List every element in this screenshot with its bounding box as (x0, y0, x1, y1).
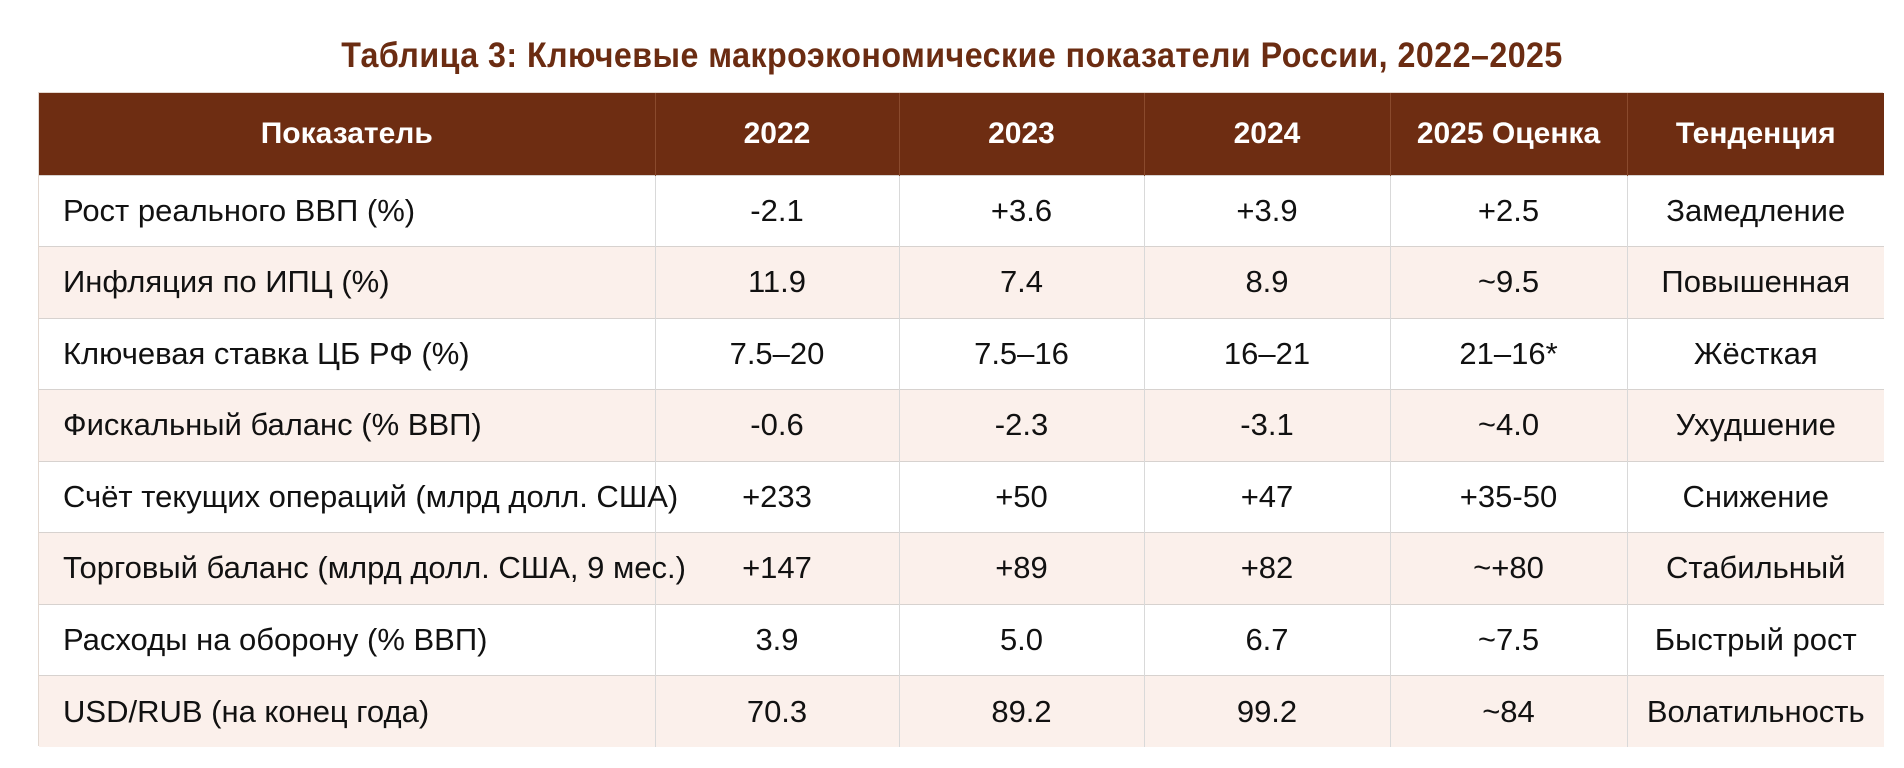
table-title: Таблица 3: Ключевые макроэкономические п… (341, 36, 1563, 75)
cell-2023: +89 (898, 532, 1144, 604)
macro-indicators-table: Показатель 2022 2023 2024 2025 Оценка Те… (38, 92, 1884, 747)
cell-2023: 5.0 (898, 603, 1144, 676)
cell-2024: 16–21 (1143, 317, 1390, 390)
cell-2025: 21–16* (1389, 317, 1627, 390)
row-indicator: USD/RUB (на конец года) (39, 675, 655, 747)
header-indicator: Показатель (260, 116, 433, 150)
table-header-row: Показатель 2022 2023 2024 2025 Оценка Те… (39, 93, 1884, 175)
cell-2023: 89.2 (898, 675, 1144, 747)
row-indicator: Расходы на оборону (% ВВП) (39, 603, 655, 676)
cell-2025: +35-50 (1389, 460, 1627, 533)
header-2024: 2024 (1143, 93, 1390, 175)
cell-2022: 3.9 (654, 603, 899, 676)
cell-2025: ~+80 (1389, 532, 1627, 604)
cell-trend: Повышенная (1626, 246, 1884, 318)
cell-2024: +3.9 (1143, 174, 1390, 247)
table-row: Инфляция по ИПЦ (%) 11.9 7.4 8.9 ~9.5 По… (39, 246, 1884, 318)
cell-2023: -2.3 (898, 389, 1144, 461)
table-row: Ключевая ставка ЦБ РФ (%) 7.5–20 7.5–16 … (39, 317, 1884, 390)
cell-2023: 7.4 (898, 246, 1144, 318)
cell-2024: +47 (1143, 460, 1390, 533)
header-2023: 2023 (898, 93, 1144, 175)
table-row: Фискальный баланс (% ВВП) -0.6 -2.3 -3.1… (39, 389, 1884, 461)
cell-2023: +50 (898, 460, 1144, 533)
cell-trend: Быстрый рост (1626, 603, 1884, 676)
cell-trend: Волатильность (1626, 675, 1884, 747)
cell-2024: +82 (1143, 532, 1390, 604)
cell-trend: Стабильный (1626, 532, 1884, 604)
cell-2024: 99.2 (1143, 675, 1390, 747)
header-2022: 2022 (654, 93, 899, 175)
row-indicator: Торговый баланс (млрд долл. США, 9 мес.) (39, 532, 686, 604)
cell-2023: +3.6 (898, 174, 1144, 247)
table-row: USD/RUB (на конец года) 70.3 89.2 99.2 ~… (39, 675, 1884, 747)
cell-2022: -0.6 (654, 389, 899, 461)
cell-2023: 7.5–16 (898, 317, 1144, 390)
cell-2025: +2.5 (1389, 174, 1627, 247)
table-row: Рост реального ВВП (%) -2.1 +3.6 +3.9 +2… (39, 174, 1884, 247)
row-indicator: Рост реального ВВП (%) (39, 174, 655, 247)
cell-2025: ~9.5 (1389, 246, 1627, 318)
cell-2025: ~4.0 (1389, 389, 1627, 461)
cell-trend: Снижение (1626, 460, 1884, 533)
header-2025-estimate: 2025 Оценка (1389, 93, 1627, 175)
row-indicator: Счёт текущих операций (млрд долл. США) (39, 460, 678, 533)
row-indicator: Инфляция по ИПЦ (%) (39, 246, 655, 318)
cell-2022: -2.1 (654, 174, 899, 247)
cell-2022: 11.9 (654, 246, 899, 318)
cell-2022: 70.3 (654, 675, 899, 747)
cell-2024: -3.1 (1143, 389, 1390, 461)
cell-2025: ~7.5 (1389, 603, 1627, 676)
cell-trend: Ухудшение (1626, 389, 1884, 461)
row-indicator: Фискальный баланс (% ВВП) (39, 389, 655, 461)
table-row: Торговый баланс (млрд долл. США, 9 мес.)… (39, 532, 1884, 604)
header-trend: Тенденция (1626, 93, 1884, 175)
table-row: Расходы на оборону (% ВВП) 3.9 5.0 6.7 ~… (39, 603, 1884, 676)
table-row: Счёт текущих операций (млрд долл. США) +… (39, 460, 1884, 533)
cell-2024: 6.7 (1143, 603, 1390, 676)
cell-2022: 7.5–20 (654, 317, 899, 390)
cell-2022: +147 (654, 532, 899, 604)
cell-trend: Замедление (1626, 174, 1884, 247)
row-indicator: Ключевая ставка ЦБ РФ (%) (39, 317, 655, 390)
cell-2022: +233 (654, 460, 899, 533)
cell-2025: ~84 (1389, 675, 1627, 747)
cell-2024: 8.9 (1143, 246, 1390, 318)
cell-trend: Жёсткая (1626, 317, 1884, 390)
